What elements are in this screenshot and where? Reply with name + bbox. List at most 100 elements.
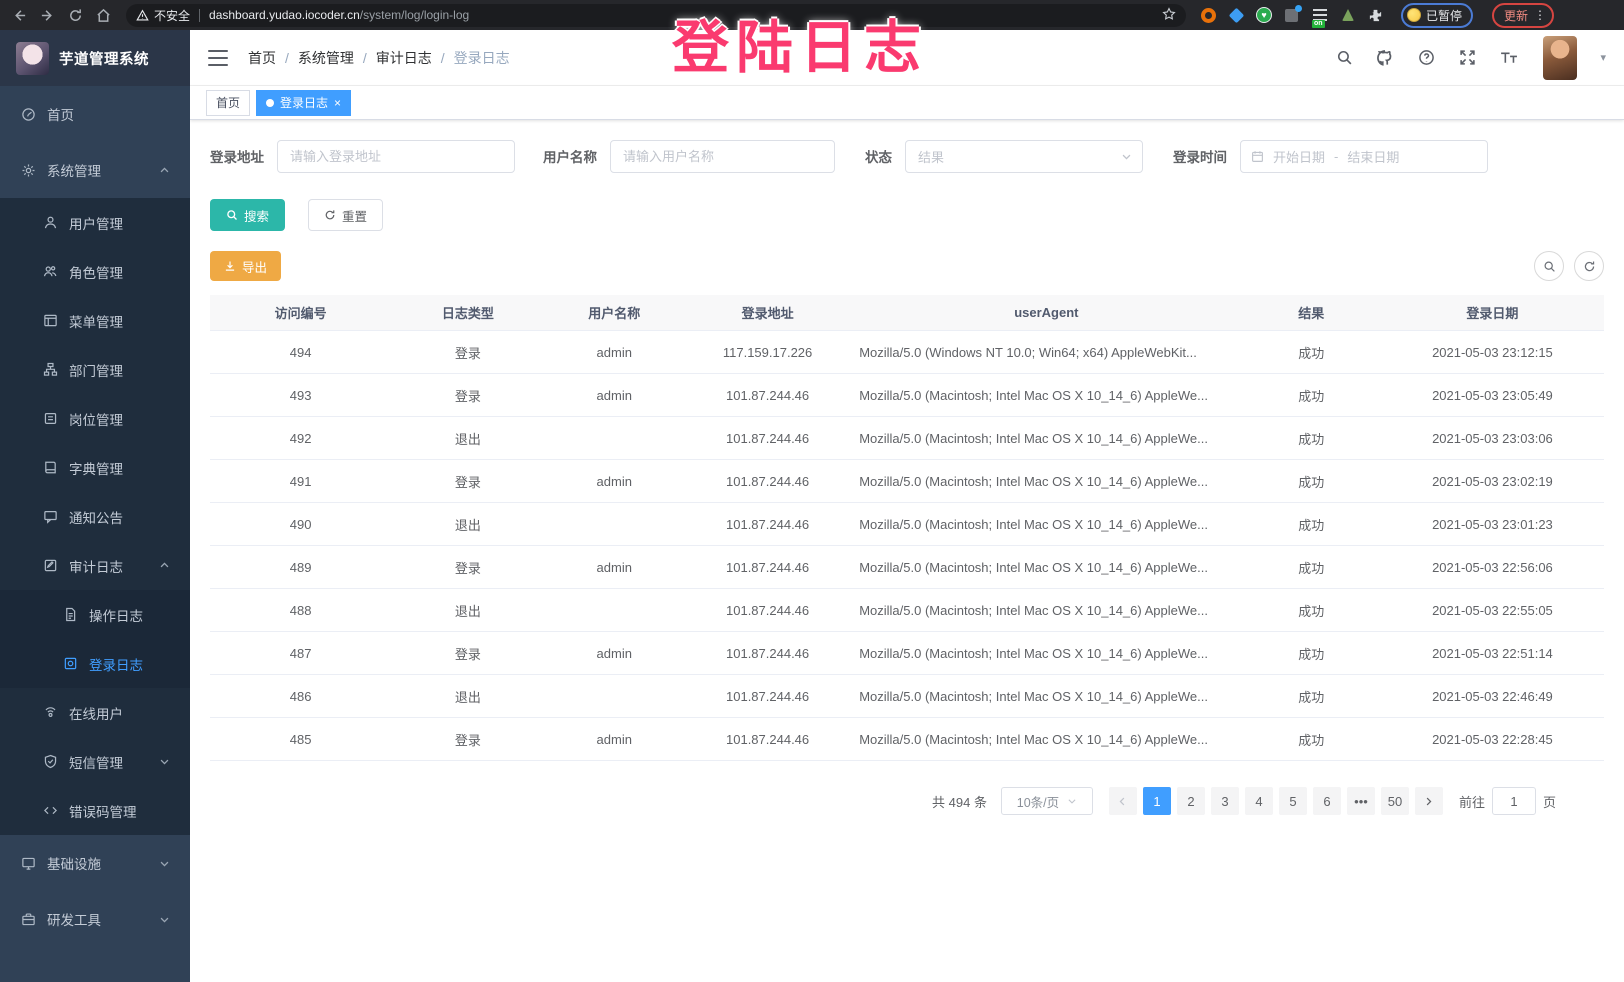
address-bar[interactable]: 不安全 dashboard.yudao.iocoder.cn/system/lo… <box>126 3 1186 27</box>
sidebar-item-label: 岗位管理 <box>69 412 123 428</box>
fullscreen-icon[interactable] <box>1457 48 1477 68</box>
search-icon[interactable] <box>1334 48 1354 68</box>
cell-date: 2021-05-03 23:05:49 <box>1432 387 1553 403</box>
font-size-icon[interactable] <box>1498 48 1518 68</box>
breadcrumb-separator: / <box>362 49 367 66</box>
search-button[interactable]: 搜索 <box>210 199 286 231</box>
url-path[interactable]: /system/log/login-log <box>359 8 470 22</box>
time-filter-label: 登录时间 <box>1173 150 1227 165</box>
sidebar-collapse-icon[interactable] <box>208 49 228 66</box>
sidebar-item-label: 通知公告 <box>69 510 123 526</box>
sidebar-item-user[interactable]: 用户管理 <box>0 198 190 247</box>
tab-home[interactable]: 首页 <box>206 89 251 116</box>
browser-update-button[interactable]: 更新 ⋮ <box>1492 2 1555 28</box>
table-row[interactable]: 494 登录 admin 117.159.17.226 Mozilla/5.0 (Win… <box>210 331 1604 374</box>
bookmark-star-icon[interactable] <box>1162 6 1176 24</box>
ext-green-circle-icon[interactable]: ♥ <box>1256 7 1272 23</box>
sidebar-item-menu[interactable]: 菜单管理 <box>0 296 190 345</box>
goto-page-input[interactable] <box>1491 787 1536 815</box>
user-avatar[interactable] <box>1543 35 1578 80</box>
tab-login-log[interactable]: 登录日志 × <box>256 89 352 116</box>
warning-icon <box>136 8 149 21</box>
page-button[interactable]: 1 <box>1142 787 1171 815</box>
ext-grid-icon[interactable] <box>1283 7 1300 24</box>
toggle-search-button[interactable] <box>1534 251 1564 281</box>
next-page-button[interactable] <box>1414 787 1443 815</box>
url-host[interactable]: dashboard.yudao.iocoder.cn <box>209 8 360 22</box>
breadcrumb-item[interactable]: 系统管理 <box>297 49 354 66</box>
username-filter-input[interactable] <box>610 139 835 173</box>
ext-list-icon[interactable]: on <box>1311 7 1328 28</box>
tools-icon <box>20 911 36 927</box>
back-icon[interactable] <box>8 4 30 26</box>
sidebar-item-dashboard[interactable]: 首页 <box>0 86 190 142</box>
sidebar-item-label: 字典管理 <box>69 461 123 477</box>
ext-blue-diamond-icon[interactable] <box>1228 7 1245 24</box>
table-row[interactable]: 492 退出 101.87.244.46 Mozilla/5.0 (Macintosh… <box>210 417 1604 460</box>
close-icon[interactable]: × <box>334 95 342 110</box>
tab-label: 登录日志 <box>280 96 329 110</box>
ext-orange-icon[interactable] <box>1200 7 1217 24</box>
forward-icon[interactable] <box>36 4 58 26</box>
browser-menu-icon[interactable]: ⋮ <box>1534 8 1547 22</box>
avatar-caret-icon[interactable]: ▾ <box>1600 52 1606 64</box>
table-row[interactable]: 485 登录 admin 101.87.244.46 Mozilla/5.0 (Maci… <box>210 718 1604 761</box>
help-icon[interactable] <box>1416 48 1436 68</box>
tree-icon <box>42 362 58 378</box>
table-row[interactable]: 487 登录 admin 101.87.244.46 Mozilla/5.0 (Maci… <box>210 632 1604 675</box>
breadcrumb-separator: / <box>440 49 445 66</box>
sidebar-item-code[interactable]: 错误码管理 <box>0 786 190 835</box>
refresh-button[interactable] <box>1574 251 1604 281</box>
cell-id: 489 <box>289 559 312 575</box>
page-button[interactable]: 50 <box>1380 787 1409 815</box>
export-button[interactable]: 导出 <box>210 251 282 281</box>
sidebar-item-log[interactable]: 审计日志 <box>0 541 190 590</box>
page-size-select[interactable]: 10条/页 <box>1000 787 1093 815</box>
home-icon[interactable] <box>92 4 114 26</box>
sidebar-item-online[interactable]: 在线用户 <box>0 688 190 737</box>
reset-button[interactable]: 重置 <box>308 199 384 231</box>
page-button[interactable]: 3 <box>1210 787 1239 815</box>
reload-icon[interactable] <box>64 4 86 26</box>
sidebar-item-post[interactable]: 岗位管理 <box>0 394 190 443</box>
table-row[interactable]: 491 登录 admin 101.87.244.46 Mozilla/5.0 (Maci… <box>210 460 1604 503</box>
more-pages-button[interactable]: ••• <box>1346 787 1375 815</box>
start-date-placeholder: 开始日期 <box>1273 149 1326 165</box>
prev-page-button[interactable] <box>1108 787 1137 815</box>
sidebar-item-sms[interactable]: 短信管理 <box>0 737 190 786</box>
table-row[interactable]: 489 登录 admin 101.87.244.46 Mozilla/5.0 (Maci… <box>210 546 1604 589</box>
github-icon[interactable] <box>1375 48 1395 68</box>
table-row[interactable]: 486 退出 101.87.244.46 Mozilla/5.0 (Macintosh… <box>210 675 1604 718</box>
cell-result: 成功 <box>1298 474 1325 490</box>
sidebar-item-login-log[interactable]: 登录日志 <box>0 639 190 688</box>
sidebar-item-infra[interactable]: 基础设施 <box>0 835 190 891</box>
ext-plant-icon[interactable] <box>1339 7 1356 24</box>
cell-type: 退出 <box>454 431 481 447</box>
sidebar-item-tree[interactable]: 部门管理 <box>0 345 190 394</box>
page-button[interactable]: 4 <box>1244 787 1273 815</box>
address-filter-input[interactable] <box>277 139 515 173</box>
column-header: 登录日期 <box>1466 306 1519 321</box>
table-row[interactable]: 493 登录 admin 101.87.244.46 Mozilla/5.0 (Maci… <box>210 374 1604 417</box>
table-row[interactable]: 488 退出 101.87.244.46 Mozilla/5.0 (Macintosh… <box>210 589 1604 632</box>
sidebar-logo[interactable]: 芋道管理系统 <box>0 30 190 86</box>
sidebar-item-doc[interactable]: 操作日志 <box>0 590 190 639</box>
page-button[interactable]: 5 <box>1278 787 1307 815</box>
sidebar-item-gear[interactable]: 系统管理 <box>0 142 190 198</box>
sidebar-item-roles[interactable]: 角色管理 <box>0 247 190 296</box>
profile-paused-button[interactable]: 已暂停 <box>1401 2 1474 28</box>
date-range-picker[interactable]: 开始日期 - 结束日期 <box>1240 139 1488 173</box>
breadcrumb-item[interactable]: 审计日志 <box>375 49 432 66</box>
status-select[interactable]: 结果 <box>905 139 1143 173</box>
breadcrumb-item[interactable]: 首页 <box>248 49 276 66</box>
table-row[interactable]: 490 退出 101.87.244.46 Mozilla/5.0 (Macintosh… <box>210 503 1604 546</box>
security-warning[interactable]: 不安全 <box>136 7 190 24</box>
page-button[interactable]: 2 <box>1176 787 1205 815</box>
sidebar-item-tools[interactable]: 研发工具 <box>0 891 190 947</box>
cell-id: 488 <box>289 602 312 618</box>
sidebar-item-dict[interactable]: 字典管理 <box>0 443 190 492</box>
cell-ua: Mozilla/5.0 (Macintosh; Intel Mac OS X 1… <box>859 559 1208 575</box>
extensions-puzzle-icon[interactable] <box>1367 7 1384 24</box>
sidebar-item-notice[interactable]: 通知公告 <box>0 492 190 541</box>
page-button[interactable]: 6 <box>1312 787 1341 815</box>
